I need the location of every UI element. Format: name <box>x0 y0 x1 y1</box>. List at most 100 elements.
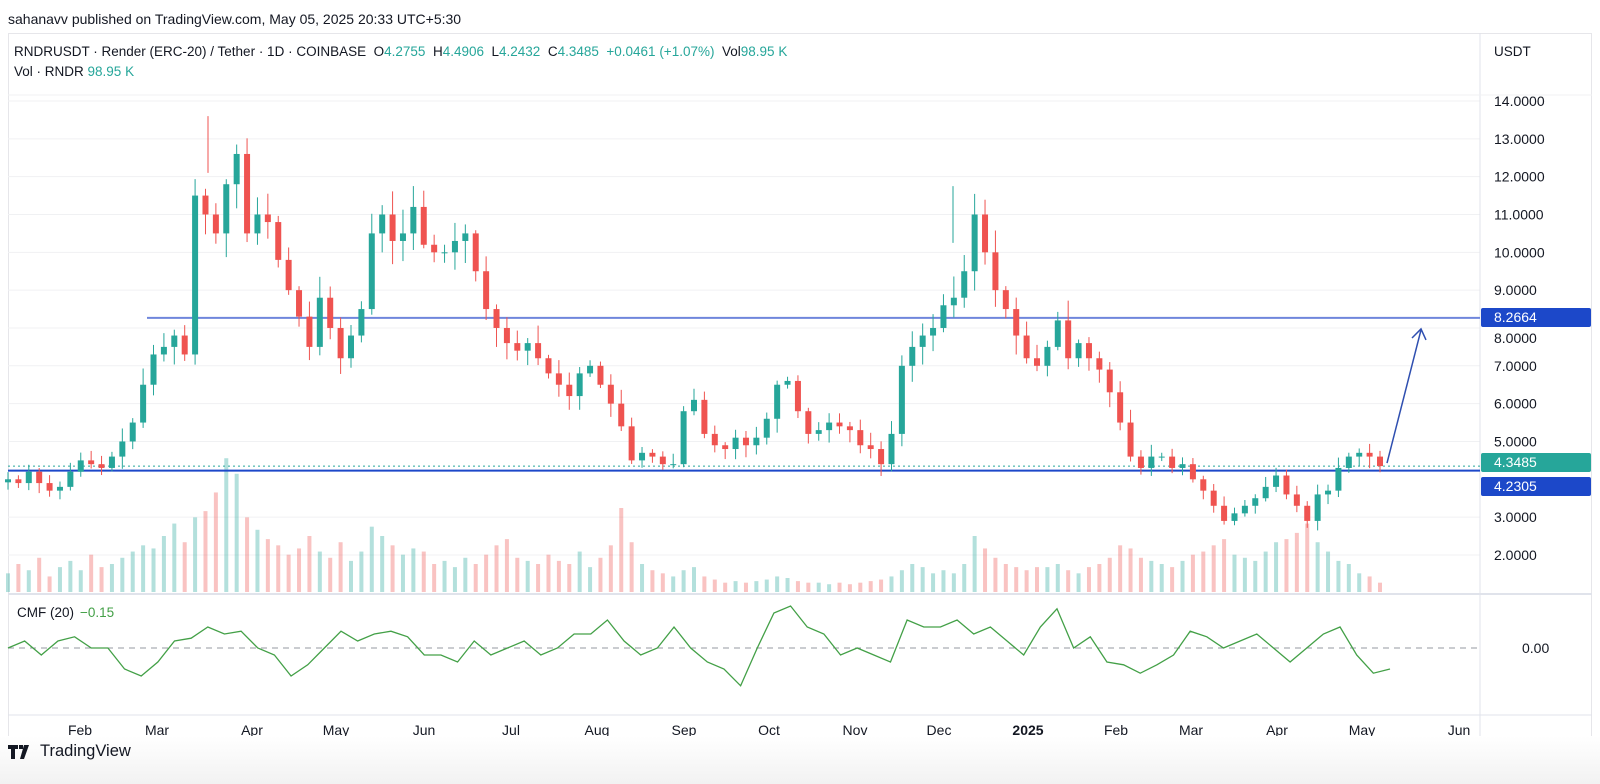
candle-body <box>285 259 292 291</box>
vol-value: 98.95 K <box>740 44 788 59</box>
volume-bar <box>452 567 457 592</box>
candle-body <box>36 471 43 484</box>
candle-body <box>5 479 11 483</box>
candle-body <box>264 214 271 223</box>
chart-frame <box>8 33 1592 748</box>
volume-value: 98.95 K <box>87 64 135 79</box>
price-tick-label: 9.0000 <box>1494 282 1537 298</box>
candle-body <box>607 384 614 404</box>
volume-bar <box>962 564 967 592</box>
candle-body <box>555 373 562 385</box>
candle-body <box>1044 346 1051 366</box>
time-tick-label: Feb <box>1104 722 1128 738</box>
time-tick-label: May <box>323 722 349 738</box>
volume-bar <box>1035 567 1039 592</box>
time-tick-label: 2025 <box>1012 722 1043 738</box>
currency-label[interactable]: USDT <box>1494 44 1531 59</box>
volume-bar <box>1014 567 1019 592</box>
volume-bar <box>837 582 842 592</box>
candle-body <box>462 233 469 241</box>
price-tick-label: 6.0000 <box>1494 396 1537 412</box>
volume-bar <box>380 536 385 592</box>
price-tick-label: 14.0000 <box>1494 93 1545 109</box>
volume-bar <box>317 551 322 592</box>
volume-bar <box>359 551 364 592</box>
candle-body <box>129 422 136 442</box>
candle-body <box>15 479 22 484</box>
candle-body <box>379 214 386 234</box>
candle-body <box>691 399 697 412</box>
candle-body <box>1002 290 1009 310</box>
time-tick-label: Feb <box>68 722 92 738</box>
price-tick-label: 10.0000 <box>1494 244 1545 260</box>
candle-body <box>1231 513 1238 521</box>
volume-label: Vol · RNDR <box>14 64 84 79</box>
candle-body <box>711 433 718 446</box>
candle-body <box>1023 335 1030 359</box>
candle-body <box>483 271 490 310</box>
volume-bar <box>816 582 821 592</box>
volume-bar <box>743 582 748 592</box>
volume-bar <box>307 536 312 592</box>
volume-bar <box>1201 551 1206 592</box>
candle-body <box>316 297 323 347</box>
candle-body <box>1075 343 1082 359</box>
volume-bar <box>1024 570 1029 592</box>
time-tick-label: Apr <box>1266 722 1288 738</box>
candle-body <box>587 365 594 374</box>
candle-body <box>919 335 926 347</box>
volume-bar <box>1315 542 1320 592</box>
volume-bar <box>1222 539 1227 592</box>
candle-body <box>659 456 666 465</box>
candle-body <box>815 430 822 434</box>
cmf-legend[interactable]: CMF (20) −0.15 <box>17 605 114 620</box>
candle-body <box>909 346 916 366</box>
candle-body <box>857 430 864 446</box>
close-value: 4.3485 <box>557 44 599 59</box>
volume-bar <box>712 579 717 592</box>
candle-body <box>451 240 458 253</box>
candle-body <box>441 252 448 254</box>
volume-bar <box>172 523 177 592</box>
tradingview-logo[interactable]: TradingView <box>8 742 131 761</box>
volume-bar <box>6 573 10 592</box>
candle-body <box>212 214 219 234</box>
volume-bar <box>1128 548 1133 592</box>
candle-body <box>1085 343 1092 359</box>
candle-body <box>774 384 781 419</box>
price-tick-label: 8.0000 <box>1494 330 1537 346</box>
candle-body <box>1106 369 1113 393</box>
volume-bar <box>432 564 437 592</box>
candle-body <box>1065 320 1072 359</box>
volume-legend[interactable]: Vol · RNDR 98.95 K <box>14 64 134 79</box>
price-tick-label: 3.0000 <box>1494 509 1537 525</box>
symbol-title[interactable]: RNDRUSDT · Render (ERC-20) / Tether · 1D… <box>14 44 367 59</box>
volume-bar <box>1159 564 1164 592</box>
volume-bar <box>692 567 696 592</box>
volume-bar <box>1076 573 1081 592</box>
price-tick-label: 7.0000 <box>1494 358 1537 374</box>
volume-bar <box>390 545 395 592</box>
volume-bar <box>78 570 83 592</box>
candle-body <box>1054 320 1061 347</box>
volume-bar <box>141 545 146 592</box>
volume-bar <box>203 511 208 592</box>
volume-bar <box>941 570 946 592</box>
volume-bar <box>775 576 780 592</box>
candle-body <box>576 373 583 397</box>
candle-body <box>1179 464 1186 468</box>
volume-bar <box>37 557 42 592</box>
time-tick-label: Mar <box>1179 722 1203 738</box>
candle-body <box>566 384 573 397</box>
candle-body <box>940 305 947 328</box>
volume-bar <box>255 529 260 592</box>
candle-body <box>223 184 230 234</box>
candle-body <box>171 335 178 347</box>
candle-body <box>337 327 344 359</box>
candle-body <box>1283 475 1290 495</box>
volume-bar <box>993 557 998 592</box>
volume-bar <box>1149 560 1154 592</box>
volume-bar <box>723 582 728 592</box>
volume-bar <box>1305 523 1310 592</box>
